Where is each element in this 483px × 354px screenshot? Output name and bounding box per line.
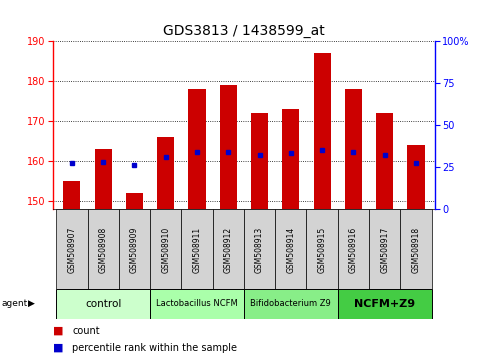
FancyBboxPatch shape — [369, 209, 400, 289]
Text: GSM508918: GSM508918 — [412, 227, 420, 273]
Text: ■: ■ — [53, 326, 64, 336]
FancyBboxPatch shape — [213, 209, 244, 289]
Text: count: count — [72, 326, 100, 336]
Text: GSM508912: GSM508912 — [224, 227, 233, 273]
Bar — [157, 137, 174, 209]
Bar — [376, 113, 393, 209]
FancyBboxPatch shape — [338, 289, 432, 319]
Bar — [126, 193, 143, 209]
Text: GSM508916: GSM508916 — [349, 227, 358, 273]
Text: GSM508917: GSM508917 — [380, 227, 389, 273]
Text: GSM508910: GSM508910 — [161, 227, 170, 273]
Bar — [188, 89, 206, 209]
FancyBboxPatch shape — [244, 289, 338, 319]
Bar — [282, 109, 299, 209]
Text: GSM508909: GSM508909 — [130, 227, 139, 274]
FancyBboxPatch shape — [400, 209, 432, 289]
Text: NCFM+Z9: NCFM+Z9 — [354, 298, 415, 309]
Text: agent: agent — [1, 299, 28, 308]
Bar — [345, 89, 362, 209]
Title: GDS3813 / 1438599_at: GDS3813 / 1438599_at — [163, 24, 325, 38]
Text: percentile rank within the sample: percentile rank within the sample — [72, 343, 238, 353]
Text: GSM508911: GSM508911 — [193, 227, 201, 273]
FancyBboxPatch shape — [338, 209, 369, 289]
FancyBboxPatch shape — [87, 209, 119, 289]
Bar — [63, 181, 81, 209]
FancyBboxPatch shape — [275, 209, 307, 289]
Text: ▶: ▶ — [28, 299, 34, 308]
Bar — [220, 85, 237, 209]
Text: Bifidobacterium Z9: Bifidobacterium Z9 — [251, 299, 331, 308]
FancyBboxPatch shape — [307, 209, 338, 289]
Text: GSM508907: GSM508907 — [68, 227, 76, 274]
Text: Lactobacillus NCFM: Lactobacillus NCFM — [156, 299, 238, 308]
Bar — [251, 113, 268, 209]
FancyBboxPatch shape — [150, 289, 244, 319]
FancyBboxPatch shape — [244, 209, 275, 289]
Text: GSM508913: GSM508913 — [255, 227, 264, 273]
Text: GSM508914: GSM508914 — [286, 227, 295, 273]
FancyBboxPatch shape — [56, 209, 87, 289]
Text: control: control — [85, 298, 121, 309]
FancyBboxPatch shape — [119, 209, 150, 289]
FancyBboxPatch shape — [181, 209, 213, 289]
Text: GSM508908: GSM508908 — [99, 227, 108, 273]
Bar — [407, 145, 425, 209]
Bar — [313, 53, 331, 209]
Text: ■: ■ — [53, 343, 64, 353]
FancyBboxPatch shape — [56, 289, 150, 319]
Text: GSM508915: GSM508915 — [318, 227, 327, 273]
Bar — [95, 149, 112, 209]
FancyBboxPatch shape — [150, 209, 181, 289]
